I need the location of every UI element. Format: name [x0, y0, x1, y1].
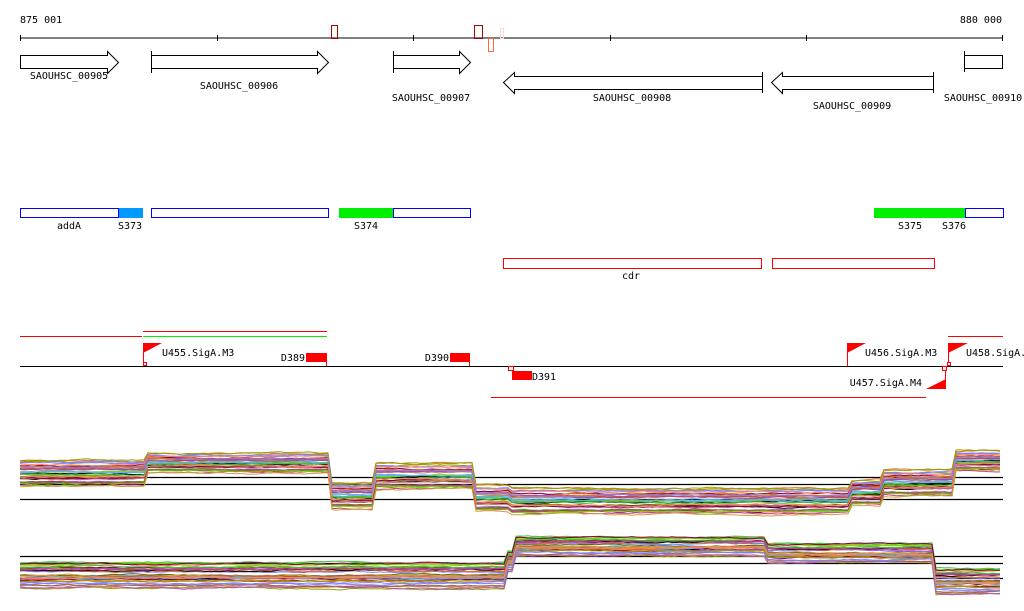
- flag-icon: [948, 343, 968, 353]
- feature-box[interactable]: [151, 208, 329, 218]
- signal-label: U455.SigA.M3: [162, 348, 234, 359]
- expression-trace: [19, 456, 1001, 498]
- flag-icon: [143, 343, 162, 353]
- ruler-end-label: 880 000: [960, 15, 1002, 26]
- expression-trace: [20, 459, 1000, 503]
- feature-box[interactable]: [393, 208, 471, 218]
- signal-label: D389: [281, 353, 305, 364]
- gene-label: SAOUHSC_00907: [392, 93, 470, 104]
- signal-track: U455.SigA.M3 D389 D390 D391 U456.SigA.M3…: [20, 331, 1024, 398]
- ruler: 875 001 880 000: [20, 15, 1003, 52]
- expression-trace: [19, 538, 1001, 575]
- feature-label: S376: [942, 221, 966, 232]
- feature-track: addA S373 S374 S375 S376 cdr: [20, 208, 1004, 282]
- expression-trace: [19, 462, 1000, 508]
- gene-label: SAOUHSC_00908: [593, 93, 671, 104]
- terminator-D389[interactable]: D389: [281, 353, 327, 366]
- promoter-U458[interactable]: U458.SigA.: [947, 343, 1024, 366]
- gene-label: SAOUHSC_00910: [944, 93, 1022, 104]
- expression-track-forward: [19, 449, 1003, 517]
- feature-box-red[interactable]: [772, 258, 935, 269]
- expression-trace: [19, 549, 1001, 589]
- expression-track-reverse: [19, 535, 1003, 596]
- ruler-start-label: 875 001: [20, 15, 62, 26]
- feature-S373[interactable]: [119, 208, 143, 218]
- promoter-U457[interactable]: U457.SigA.M4: [850, 366, 947, 389]
- signal-label: D390: [425, 353, 449, 364]
- read-marker: [500, 28, 504, 39]
- expression-trace: [19, 539, 1001, 576]
- read-marker: [331, 25, 338, 39]
- signal-label: U457.SigA.M4: [850, 378, 922, 389]
- gene-label: SAOUHSC_00905: [30, 71, 108, 82]
- expression-trace: [19, 466, 1001, 513]
- ruler-ticks: [20, 35, 1003, 41]
- expression-trace: [19, 540, 1001, 579]
- feature-cdr[interactable]: [503, 258, 762, 269]
- feature-label: S373: [118, 221, 142, 232]
- signal-label: U458.SigA.: [966, 348, 1024, 359]
- signal-label: U456.SigA.M3: [865, 348, 937, 359]
- feature-S376[interactable]: [965, 208, 1004, 218]
- expression-trace: [19, 545, 1001, 585]
- gene-box-00910[interactable]: [964, 55, 1003, 69]
- signal-label: D391: [532, 372, 556, 383]
- feature-label: cdr: [622, 271, 640, 282]
- flag-icon: [926, 379, 946, 389]
- feature-addA[interactable]: [20, 208, 119, 218]
- expression-trace: [19, 468, 1001, 517]
- promoter-U456[interactable]: U456.SigA.M3: [847, 343, 937, 366]
- expression-trace: [19, 453, 1001, 494]
- expression-trace: [19, 535, 1000, 572]
- gene-arrow-00907[interactable]: [393, 50, 472, 75]
- gene-arrow-00909[interactable]: [770, 71, 934, 95]
- gene-label: SAOUHSC_00909: [813, 101, 891, 112]
- feature-label: S375: [898, 221, 922, 232]
- expression-trace: [20, 535, 1001, 571]
- terminator-D391[interactable]: D391: [508, 366, 557, 384]
- expression-trace: [19, 550, 1001, 591]
- expression-trace: [19, 449, 1001, 491]
- read-marker: [488, 38, 494, 52]
- expression-trace: [19, 553, 1001, 594]
- expression-trace: [19, 546, 1001, 584]
- gene-track: [20, 50, 1003, 95]
- feature-label: addA: [57, 221, 81, 232]
- gene-arrow-00906[interactable]: [151, 50, 330, 75]
- gene-arrow-00905[interactable]: [20, 50, 120, 75]
- read-marker: [474, 25, 483, 39]
- gene-label: SAOUHSC_00906: [200, 81, 278, 92]
- gene-arrow-00908[interactable]: [502, 71, 763, 95]
- feature-S374[interactable]: [339, 208, 393, 218]
- flag-icon: [847, 343, 866, 353]
- promoter-U455[interactable]: U455.SigA.M3: [143, 343, 234, 366]
- feature-S375[interactable]: [874, 208, 965, 218]
- terminator-D390[interactable]: D390: [425, 353, 470, 366]
- feature-label: S374: [354, 221, 378, 232]
